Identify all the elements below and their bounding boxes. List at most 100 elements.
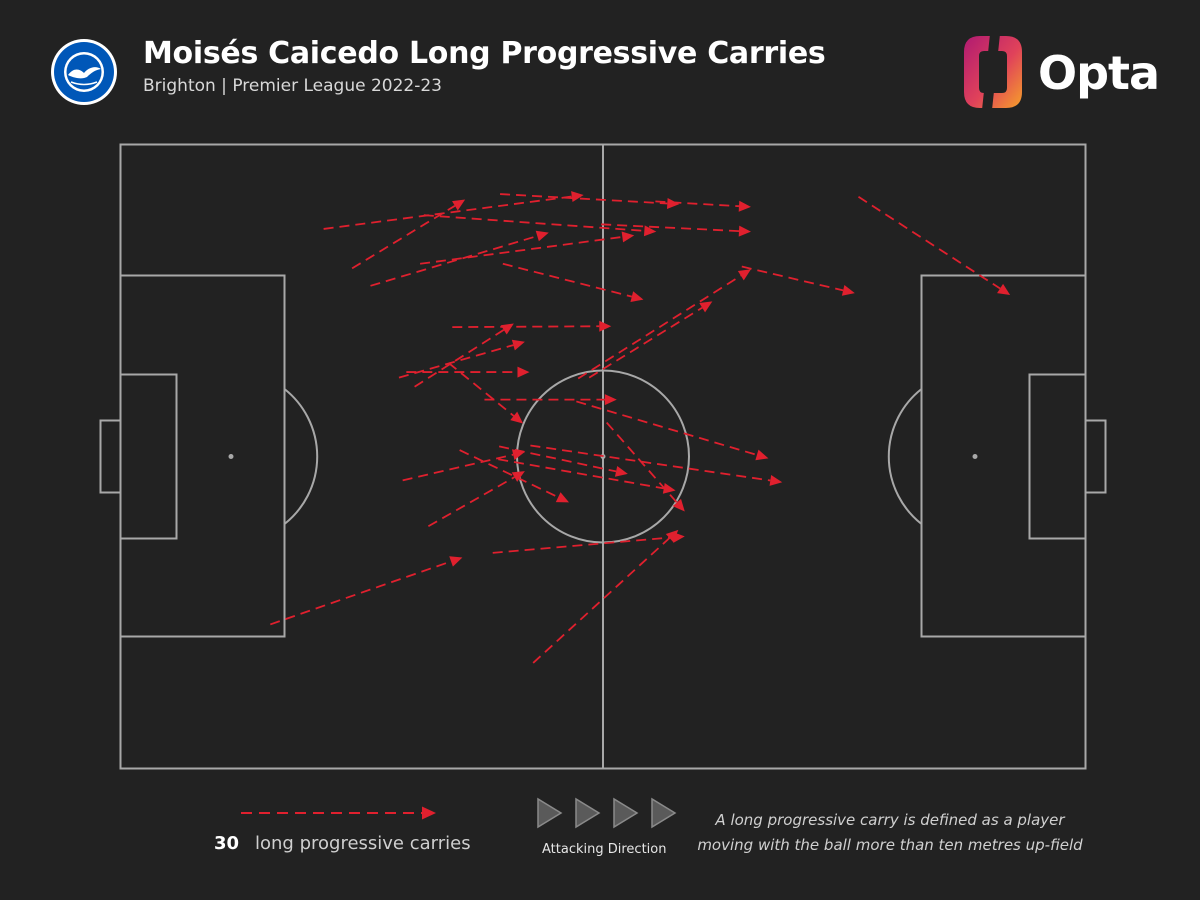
legend-count: 30 [214, 833, 240, 854]
carry-arrow-4 [423, 214, 657, 237]
carry-arrow-17 [484, 394, 617, 406]
carry-arrow-30 [270, 556, 463, 626]
carry-arrowhead [737, 269, 751, 281]
carry-arrowhead [599, 320, 612, 332]
definition-line-2: moving with the ball more than ten metre… [697, 836, 1083, 854]
carry-arrow-27 [577, 269, 751, 380]
opta-wordmark: Opta [1038, 46, 1160, 100]
carry-arrowhead [755, 449, 769, 461]
carry-line [655, 200, 740, 208]
carry-arrow-18 [459, 449, 569, 503]
carry-arrowhead [621, 231, 635, 243]
carry-line [402, 453, 514, 482]
definition-note: A long progressive carry is defined as a… [690, 808, 1090, 858]
carry-arrowhead [738, 225, 751, 237]
carry-line [459, 449, 559, 499]
carry-arrow-15 [406, 366, 530, 378]
chart-subtitle: Brighton | Premier League 2022-23 [143, 76, 442, 96]
carry-arrowhead [500, 323, 514, 335]
carry-arrow-19 [498, 445, 628, 477]
carry-arrow-21 [576, 400, 769, 461]
carry-arrow-24 [402, 449, 525, 482]
right-six-yard-box [1028, 373, 1087, 540]
carry-line [419, 236, 623, 265]
carry-arrowhead [511, 471, 525, 482]
carry-arrowhead [662, 482, 676, 494]
carry-arrow-29 [532, 529, 679, 664]
definition-line-1: A long progressive carry is defined as a… [715, 811, 1065, 829]
carry-arrow-5 [500, 193, 680, 209]
carry-arrow-7 [502, 262, 644, 302]
carry-line [498, 458, 664, 490]
chart-title: Moisés Caicedo Long Progressive Carries [143, 36, 826, 71]
direction-arrow-icon [537, 797, 563, 829]
header: Moisés Caicedo Long Progressive Carries … [0, 0, 1200, 120]
direction-arrow-icon [613, 797, 639, 829]
attacking-direction-label: Attacking Direction [542, 842, 667, 857]
carry-arrow-23 [498, 458, 676, 494]
carry-line [502, 262, 633, 298]
carry-line [448, 362, 515, 417]
carry-arrowhead [665, 529, 679, 543]
attacking-direction-icons [537, 797, 677, 829]
carry-arrow-20 [530, 444, 783, 486]
carry-arrowhead [511, 449, 525, 460]
carry-line [423, 214, 645, 232]
right-penalty-spot [972, 454, 978, 459]
carry-arrowhead [511, 339, 525, 351]
carry-line [370, 235, 538, 287]
carry-arrow-1 [323, 191, 584, 230]
carry-arrowhead [571, 191, 584, 202]
carry-arrowhead [630, 291, 644, 302]
right-penalty-box [920, 274, 1087, 638]
carry-line [398, 344, 514, 379]
carry-line [270, 560, 452, 626]
carry-arrow-9 [655, 200, 751, 212]
legend-carry-arrow [241, 806, 436, 820]
carry-arrowhead [738, 200, 751, 212]
carry-arrowhead [699, 301, 713, 313]
carry-arrow-6 [601, 223, 751, 237]
carry-arrow-13 [452, 320, 612, 332]
carry-arrowhead [517, 366, 530, 378]
right-penalty-arc [887, 388, 923, 525]
carry-line [492, 536, 673, 554]
carry-line [741, 265, 844, 292]
carry-arrow-3 [370, 230, 549, 287]
carry-arrowhead [535, 230, 549, 242]
carry-line [588, 306, 703, 379]
carry-line [532, 537, 671, 664]
carry-line [601, 223, 740, 232]
carry-arrow-16 [448, 362, 524, 424]
carry-arrowhead [841, 285, 855, 296]
right-goal [1084, 419, 1107, 494]
carry-line [577, 274, 742, 380]
carry-arrow-11 [858, 196, 1011, 295]
carry-arrowhead [666, 197, 680, 209]
carry-arrow-8 [419, 231, 635, 265]
carry-line [500, 193, 668, 205]
legend-label: long progressive carries [255, 833, 471, 854]
opta-logo-icon [964, 34, 1022, 110]
carries-layer [270, 191, 1011, 664]
carry-arrow-14 [398, 339, 525, 379]
carry-arrowhead [449, 556, 463, 567]
carry-arrow-26 [588, 301, 713, 379]
carry-arrowhead [643, 225, 657, 237]
direction-arrow-icon [651, 797, 677, 829]
carry-arrowhead [997, 283, 1011, 295]
left-six-yard-box [119, 373, 178, 540]
left-penalty-box [119, 274, 286, 638]
carry-line [351, 205, 456, 270]
carry-line [498, 445, 617, 473]
left-penalty-spot [228, 454, 234, 459]
carry-line [323, 195, 572, 230]
carry-arrowhead [769, 475, 783, 486]
carry-arrowhead [672, 498, 685, 512]
carry-line [858, 196, 1001, 290]
carry-line [452, 325, 600, 329]
carry-line [530, 444, 771, 482]
carry-arrow-25 [427, 471, 525, 528]
left-penalty-arc [283, 388, 319, 525]
carry-line [414, 329, 505, 388]
